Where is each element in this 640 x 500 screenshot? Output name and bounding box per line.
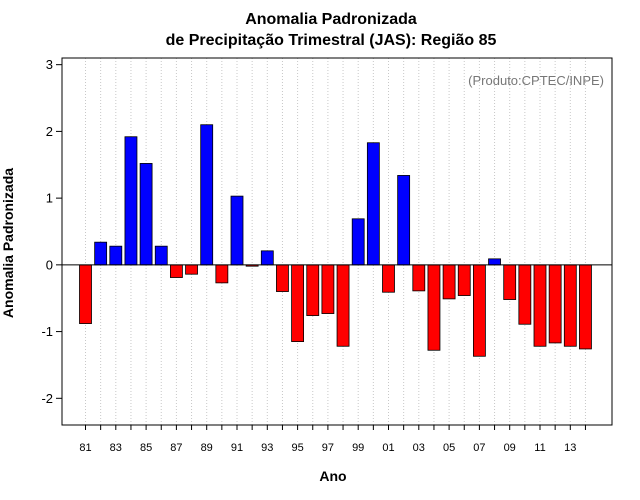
x-tick-label: 05 [443, 442, 455, 454]
bar-14 [579, 264, 592, 350]
bar-86 [154, 245, 168, 266]
bar-12 [548, 264, 562, 344]
x-tick-label: 91 [231, 442, 243, 454]
bar-97 [321, 264, 335, 314]
x-tick-label: 01 [382, 442, 394, 454]
bar-05 [442, 264, 456, 300]
gridlines [85, 58, 586, 425]
bar-98 [336, 264, 350, 347]
bar-93 [260, 250, 274, 266]
x-tick-label: 03 [413, 442, 425, 454]
bar-90 [215, 264, 229, 284]
bar-03 [412, 264, 426, 292]
bar-88 [185, 264, 198, 275]
y-tick-label: 1 [46, 191, 53, 206]
bar-11 [533, 264, 547, 347]
x-tick-label: 85 [140, 442, 152, 454]
bar-82 [94, 241, 108, 266]
bar-94 [276, 264, 289, 292]
y-axis: -2 -1 0 1 2 3 [41, 57, 62, 406]
x-tick-label: 95 [291, 442, 303, 454]
bar-06 [457, 264, 471, 296]
y-tick-label: -1 [41, 324, 53, 339]
x-tick-label: 07 [473, 442, 485, 454]
bars [79, 124, 592, 357]
bar-85 [139, 163, 153, 266]
y-tick-label: 0 [46, 257, 53, 272]
x-tick-label: 89 [201, 442, 213, 454]
bar-01 [382, 264, 395, 293]
bar-99 [351, 218, 365, 266]
x-tick-label: 93 [261, 442, 273, 454]
bar-89 [200, 124, 214, 266]
bar-10 [518, 264, 532, 325]
y-tick-label: 2 [46, 124, 53, 139]
y-axis-label: Anomalia Padronizada [0, 168, 16, 318]
plot-frame [61, 57, 613, 426]
chart-title-line1: Anomalia Padronizada [245, 11, 417, 28]
bar-95 [291, 264, 305, 342]
bar-83 [109, 245, 123, 266]
bar-02 [397, 175, 411, 266]
x-axis: 81 83 85 87 89 91 93 95 97 99 01 03 05 07 09 11 13 [79, 425, 586, 454]
bar-87 [169, 264, 183, 278]
x-axis-label: Ano [319, 468, 346, 484]
product-annotation: (Produto:CPTEC/INPE) [468, 73, 604, 88]
x-tick-label: 97 [322, 442, 334, 454]
x-tick-label: 09 [504, 442, 516, 454]
y-tick-label: 3 [46, 57, 53, 72]
x-tick-label: 87 [170, 442, 182, 454]
bar-81 [79, 264, 92, 324]
bar-04 [427, 264, 441, 351]
bar-00 [366, 142, 380, 266]
bar-07 [472, 264, 486, 357]
bar-08 [488, 258, 501, 266]
bar-09 [503, 264, 517, 300]
y-tick-label: -2 [41, 391, 53, 406]
bar-96 [306, 264, 320, 316]
bar-13 [563, 264, 577, 347]
bar-84 [124, 136, 138, 266]
x-tick-label: 99 [352, 442, 364, 454]
chart-title-line2: de Precipitação Trimestral (JAS): Região… [166, 32, 497, 49]
x-tick-label: 81 [79, 442, 91, 454]
x-tick-label: 13 [564, 442, 576, 454]
x-tick-label: 83 [110, 442, 122, 454]
bar-91 [230, 195, 244, 266]
x-tick-label: 11 [534, 442, 545, 454]
